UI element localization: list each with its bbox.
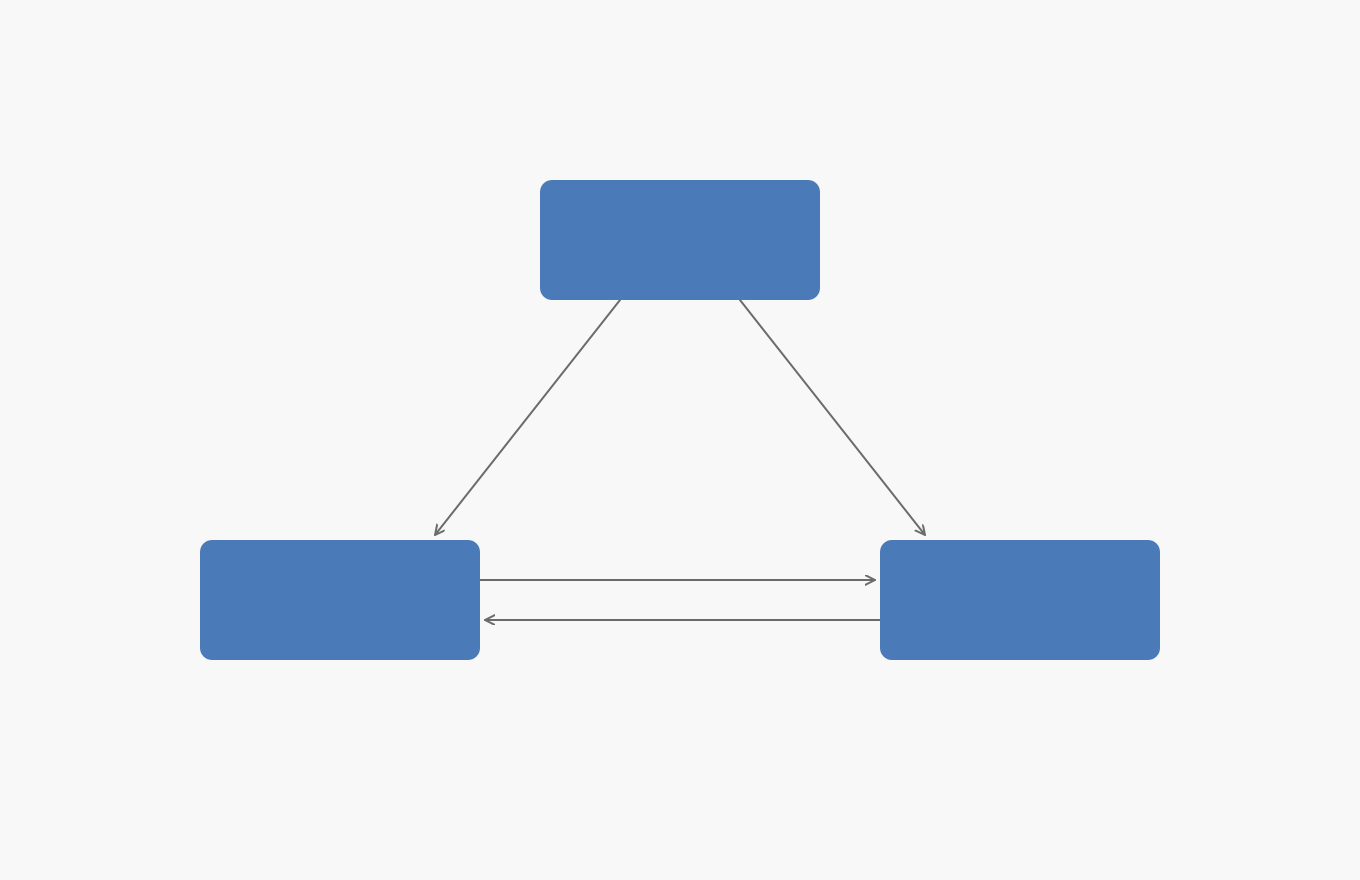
- diagram-container: [0, 0, 1360, 880]
- diagram-edges: [0, 0, 1360, 880]
- edge-top-to-left: [435, 300, 620, 535]
- node-top: [540, 180, 820, 300]
- node-right: [880, 540, 1160, 660]
- edge-top-to-right: [740, 300, 925, 535]
- node-left: [200, 540, 480, 660]
